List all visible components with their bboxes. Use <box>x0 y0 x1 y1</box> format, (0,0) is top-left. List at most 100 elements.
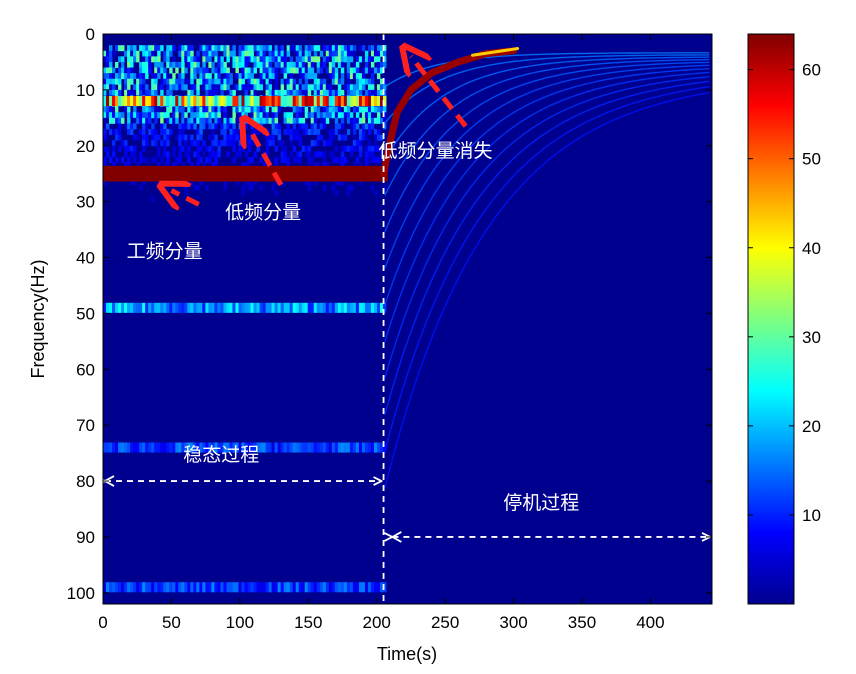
noise-cell <box>331 61 336 68</box>
x-tick-label: 200 <box>363 613 391 632</box>
noise-cell <box>124 151 128 158</box>
noise-cell <box>295 117 300 124</box>
component-74hz-cell <box>331 442 336 453</box>
component-74hz-cell <box>148 442 152 453</box>
noise-cell <box>346 106 351 113</box>
noise-cell <box>328 67 333 74</box>
noise-cell <box>289 112 294 119</box>
component-74hz-cell <box>280 442 285 453</box>
component-99hz-cell <box>217 582 221 593</box>
noise-cell <box>127 117 131 124</box>
component-49hz-cell <box>376 302 381 313</box>
noise-cell <box>154 134 158 141</box>
component-49hz-cell <box>241 302 245 313</box>
noise-cell <box>133 151 137 158</box>
noise-cell <box>280 179 285 186</box>
noise-cell <box>220 56 224 63</box>
noise-cell <box>283 129 288 135</box>
noise-cell <box>244 106 248 113</box>
noise-cell <box>283 151 288 158</box>
noise-cell <box>313 117 318 124</box>
noise-cell <box>208 106 212 113</box>
noise-cell <box>202 112 206 119</box>
noise-cell <box>148 89 152 96</box>
noise-cell <box>274 117 279 124</box>
noise-cell <box>310 156 315 163</box>
noise-cell <box>139 112 143 119</box>
component-49hz-cell <box>193 302 197 313</box>
component-49hz-cell <box>190 302 194 313</box>
component-12hz-cell <box>154 96 158 107</box>
component-25hz-cell <box>201 165 213 182</box>
component-49hz-cell <box>334 302 339 313</box>
noise-cell <box>349 67 354 74</box>
noise-cell <box>208 84 212 91</box>
noise-cell <box>118 84 122 91</box>
component-12hz-cell <box>289 96 294 107</box>
noise-cell <box>136 84 140 91</box>
noise-cell <box>301 61 306 68</box>
noise-cell <box>238 134 242 141</box>
noise-cell <box>214 123 218 130</box>
component-49hz-cell <box>172 302 176 313</box>
noise-cell <box>232 123 236 130</box>
noise-cell <box>271 89 276 96</box>
noise-cell <box>187 123 191 130</box>
component-99hz-cell <box>250 582 254 593</box>
noise-cell <box>184 45 188 52</box>
noise-cell <box>202 56 206 63</box>
noise-cell <box>184 190 188 197</box>
noise-cell <box>136 73 140 80</box>
noise-cell <box>256 112 260 119</box>
component-74hz-cell <box>115 442 119 453</box>
noise-cell <box>370 151 375 158</box>
component-12hz-cell <box>376 96 381 107</box>
noise-cell <box>205 84 209 91</box>
noise-cell <box>133 73 137 80</box>
noise-cell <box>166 129 170 135</box>
noise-cell <box>181 134 185 141</box>
noise-cell <box>337 45 342 52</box>
noise-cell <box>178 84 182 91</box>
noise-cell <box>130 45 134 52</box>
noise-cell <box>322 112 327 119</box>
noise-cell <box>199 78 203 85</box>
noise-cell <box>127 50 131 57</box>
noise-cell <box>298 61 303 68</box>
noise-cell <box>205 123 209 130</box>
noise-cell <box>292 106 297 113</box>
noise-cell <box>193 73 197 80</box>
noise-cell <box>223 184 227 191</box>
noise-cell <box>232 140 236 147</box>
noise-cell <box>346 73 351 80</box>
component-74hz-cell <box>259 442 263 453</box>
noise-cell <box>343 156 348 163</box>
noise-cell <box>304 123 309 130</box>
noise-cell <box>118 117 122 124</box>
noise-cell <box>217 73 221 80</box>
noise-cell <box>220 89 224 96</box>
noise-cell <box>331 184 336 191</box>
noise-cell <box>184 56 188 63</box>
noise-cell <box>307 184 312 191</box>
noise-cell <box>160 45 164 52</box>
component-99hz-cell <box>190 582 194 593</box>
noise-cell <box>187 50 191 57</box>
noise-cell <box>106 61 110 68</box>
noise-cell <box>112 73 116 80</box>
noise-cell <box>196 112 200 119</box>
noise-cell <box>106 73 110 80</box>
noise-cell <box>331 134 336 141</box>
noise-cell <box>181 145 185 152</box>
noise-cell <box>223 140 227 147</box>
noise-cell <box>172 117 176 124</box>
noise-cell <box>160 123 164 130</box>
noise-cell <box>124 50 128 57</box>
noise-cell <box>256 50 260 57</box>
noise-cell <box>370 73 375 80</box>
noise-cell <box>379 106 384 113</box>
noise-cell <box>280 156 285 163</box>
noise-cell <box>178 123 182 130</box>
noise-cell <box>301 106 306 113</box>
noise-cell <box>322 151 327 158</box>
